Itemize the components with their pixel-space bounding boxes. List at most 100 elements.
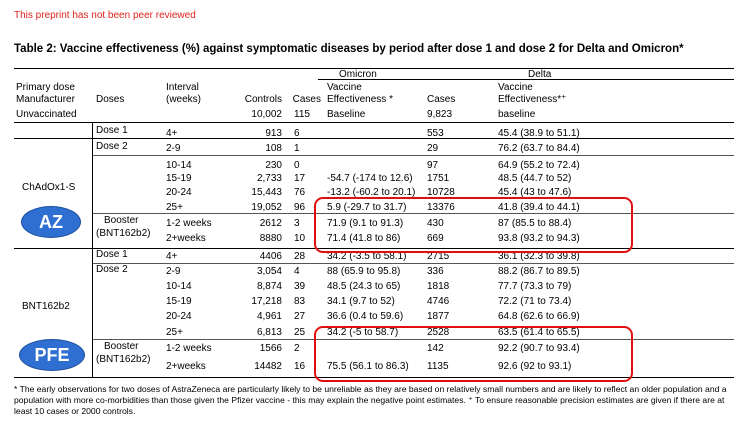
row-cases: 39 xyxy=(294,281,306,292)
row-ve-delta: 45.4 (38.9 to 51.1) xyxy=(498,128,580,139)
row-ve-omicron: 48.5 (24.3 to 65) xyxy=(327,281,401,292)
row-cases: 16 xyxy=(294,361,306,372)
row-ve-omicron: -13.2 (-60.2 to 20.1) xyxy=(327,187,416,198)
row-controls: 2,733 xyxy=(256,173,282,184)
row-cases-delta: 142 xyxy=(427,343,444,354)
row-cases-delta: 1877 xyxy=(427,311,450,322)
manufacturer-chadox: ChAdOx1-S xyxy=(22,182,76,193)
pfe-badge: PFE xyxy=(19,339,85,371)
row-cases: 2 xyxy=(294,343,300,354)
table-rule xyxy=(14,138,734,139)
row-cases-delta: 1135 xyxy=(427,361,449,372)
row-cases-delta: 97 xyxy=(427,160,439,171)
row-cases-delta: 29 xyxy=(427,143,439,154)
table-rule xyxy=(14,122,734,123)
row-controls: 6,813 xyxy=(256,327,282,338)
highlight-box xyxy=(314,326,633,382)
table-rule xyxy=(92,339,734,340)
row-interval: 4+ xyxy=(166,128,178,139)
header-effectiveness-omicron: Effectiveness * xyxy=(327,94,393,105)
row-ve-omicron: 5.9 (-29.7 to 31.7) xyxy=(327,202,407,213)
row-ve-delta: 48.5 (44.7 to 52) xyxy=(498,173,572,184)
footnote: * The early observations for two doses o… xyxy=(14,384,727,416)
preprint-watermark: This preprint has not been peer reviewed xyxy=(14,10,196,21)
row-controls: 19,052 xyxy=(251,202,282,213)
row-interval: 25+ xyxy=(166,202,183,213)
row-controls: 108 xyxy=(265,143,282,154)
row-cases-delta: 430 xyxy=(427,218,444,229)
row-interval: 20-24 xyxy=(166,187,192,198)
booster-label: Booster xyxy=(104,215,139,226)
row-interval: 2-9 xyxy=(166,266,181,277)
header-interval: Interval xyxy=(166,82,199,93)
row-ve-delta: 64.9 (55.2 to 72.4) xyxy=(498,160,580,171)
row-cases: 1 xyxy=(294,143,300,154)
row-ve-delta: 36.1 (32.3 to 39.8) xyxy=(498,251,580,262)
row-controls: 1566 xyxy=(259,343,282,354)
header-vaccine-delta: Vaccine xyxy=(498,82,533,93)
row-controls: 15,443 xyxy=(251,187,282,198)
header-weeks: (weeks) xyxy=(166,94,202,105)
row-ve-delta: 76.2 (63.7 to 84.4) xyxy=(498,143,580,154)
row-ve-delta: 77.7 (73.3 to 79) xyxy=(498,281,572,292)
unvaccinated-cases: 115 xyxy=(294,109,310,120)
highlight-box xyxy=(314,197,633,253)
dose2-label: Dose 2 xyxy=(96,141,128,152)
row-cases: 0 xyxy=(294,160,300,171)
row-controls: 913 xyxy=(265,128,282,139)
row-ve-delta: 41.8 (39.4 to 44.1) xyxy=(498,202,580,213)
row-controls: 17,218 xyxy=(251,296,282,307)
header-effectiveness-delta: Effectiveness*⁺ xyxy=(498,94,567,105)
row-ve-omicron: 71.4 (41.8 to 86) xyxy=(327,233,401,244)
unvaccinated-ve-delta: baseline xyxy=(498,109,536,120)
unvaccinated-ve-omicron: Baseline xyxy=(327,109,366,120)
header-primary-dose: Primary dose xyxy=(16,82,75,93)
row-ve-delta: 92.6 (92 to 93.1) xyxy=(498,361,572,372)
header-cases: Cases xyxy=(292,94,321,105)
row-cases-delta: 553 xyxy=(427,128,444,139)
row-interval: 25+ xyxy=(166,327,183,338)
row-cases: 4 xyxy=(294,266,300,277)
row-cases: 25 xyxy=(294,327,306,338)
row-interval: 4+ xyxy=(166,251,178,262)
row-ve-delta: 45.4 (43 to 47.6) xyxy=(498,187,572,198)
header-omicron: Omicron xyxy=(339,69,377,80)
row-cases-delta: 4746 xyxy=(427,296,450,307)
row-cases: 83 xyxy=(294,296,306,307)
table-rule xyxy=(92,122,93,377)
row-interval: 15-19 xyxy=(166,173,192,184)
row-controls: 230 xyxy=(265,160,282,171)
row-cases-delta: 1751 xyxy=(427,173,450,184)
header-vaccine-omicron: Vaccine xyxy=(327,82,362,93)
header-controls: Controls xyxy=(244,94,282,105)
row-controls: 4,961 xyxy=(256,311,282,322)
row-cases-delta: 2715 xyxy=(427,251,450,262)
booster-label: Booster xyxy=(104,341,139,352)
unvaccinated-label: Unvaccinated xyxy=(16,109,77,120)
row-cases-delta: 1818 xyxy=(427,281,450,292)
row-controls: 4406 xyxy=(259,251,282,262)
row-ve-omicron: 36.6 (0.4 to 59.6) xyxy=(327,311,404,322)
row-interval: 2-9 xyxy=(166,143,181,154)
row-ve-delta: 92.2 (90.7 to 93.4) xyxy=(498,343,580,354)
unvaccinated-cases-delta: 9,823 xyxy=(427,109,453,120)
unvaccinated-controls: 10,002 xyxy=(251,109,282,120)
row-ve-omicron: 34.2 (-3.5 to 58.1) xyxy=(327,251,407,262)
table-rule xyxy=(92,155,734,156)
dose2-label: Dose 2 xyxy=(96,264,128,275)
row-interval: 1-2 weeks xyxy=(166,218,212,229)
row-ve-delta: 72.2 (71 to 73.4) xyxy=(498,296,572,307)
row-controls: 8880 xyxy=(259,233,282,244)
row-controls: 2612 xyxy=(259,218,282,229)
manufacturer-bnt: BNT162b2 xyxy=(22,301,70,312)
row-cases: 27 xyxy=(294,311,306,322)
row-ve-delta: 64.8 (62.6 to 66.9) xyxy=(498,311,580,322)
row-ve-omicron: -54.7 (-174 to 12.6) xyxy=(327,173,413,184)
dose1-label: Dose 1 xyxy=(96,249,128,260)
row-controls: 8,874 xyxy=(256,281,282,292)
header-cases-delta: Cases xyxy=(427,94,456,105)
row-ve-omicron: 34.1 (9.7 to 52) xyxy=(327,296,395,307)
row-cases: 17 xyxy=(294,173,306,184)
row-ve-delta: 88.2 (86.7 to 89.5) xyxy=(498,266,580,277)
row-interval: 2+weeks xyxy=(166,233,206,244)
